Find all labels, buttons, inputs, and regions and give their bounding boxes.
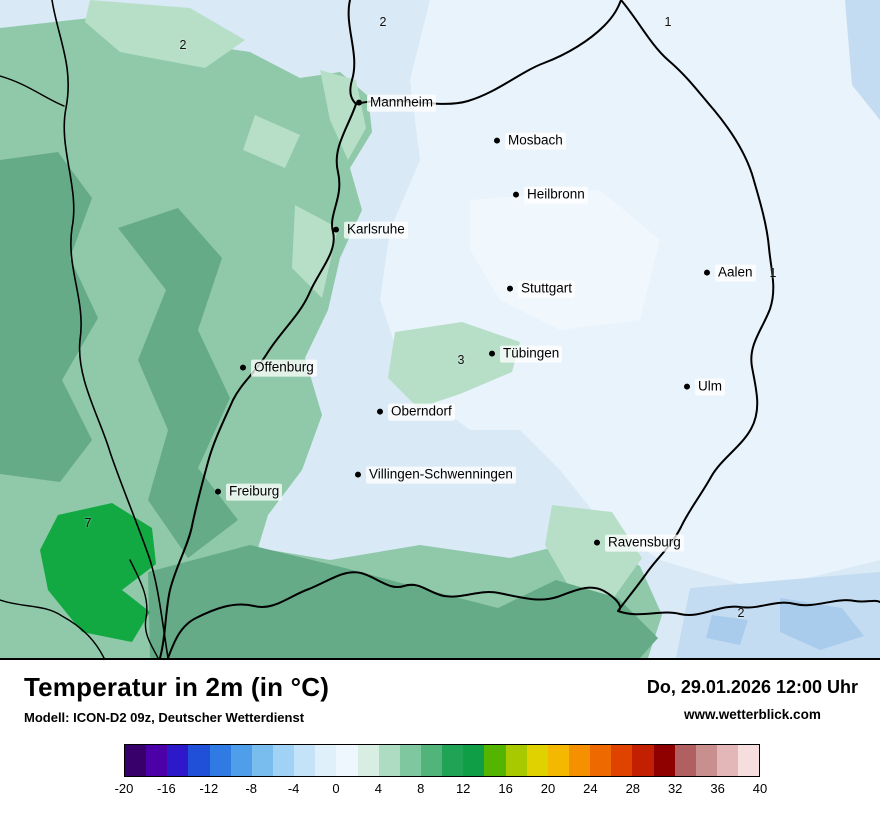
colorbar-tick-label: -4 — [287, 781, 300, 796]
title-row: Temperatur in 2m (in °C) Modell: ICON-D2… — [24, 672, 860, 725]
datetime-block: Do, 29.01.2026 12:00 Uhr www.wetterblick… — [647, 672, 860, 722]
colorbar-segment — [611, 745, 633, 776]
colorbar-segment — [695, 745, 717, 776]
colorbar-segment — [505, 745, 527, 776]
model-info: Modell: ICON-D2 09z, Deutscher Wetterdie… — [24, 710, 305, 725]
colorbar-tick-label: 24 — [583, 781, 598, 796]
colorbar-tick-label: 8 — [417, 781, 425, 796]
website-label: www.wetterblick.com — [684, 707, 821, 722]
temperature-scale: -20 -16 -12 -8 -4 0 4 8 12 16 20 24 28 32 36 40 — [115, 744, 768, 799]
colorbar-segment — [315, 745, 337, 776]
colorbar-segment — [653, 745, 675, 776]
map-area: Mannheim Mosbach Heilbronn Karlsruhe Stuttga… — [0, 0, 880, 660]
colorbar-segment — [125, 745, 147, 776]
colorbar-segment — [294, 745, 316, 776]
datetime-label: Do, 29.01.2026 12:00 Uhr — [646, 677, 858, 697]
colorbar-segment — [167, 745, 189, 776]
colorbar-segment — [674, 745, 696, 776]
colorbar-segment — [378, 745, 400, 776]
colorbar-tick-label: 40 — [752, 781, 768, 796]
region-temperature-value: 1 — [769, 266, 777, 280]
colorbar-segment — [526, 745, 548, 776]
colorbar-segment — [420, 745, 443, 776]
colorbar-tick-label: 4 — [374, 781, 383, 796]
colorbar-segment — [251, 745, 273, 776]
colorbar-segment — [484, 745, 506, 776]
title-block: Temperatur in 2m (in °C) Modell: ICON-D2… — [24, 672, 329, 725]
colorbar-tick-label: 0 — [332, 781, 340, 796]
footer: Temperatur in 2m (in °C) Modell: ICON-D2… — [0, 660, 880, 799]
region-temperature-value: 3 — [457, 353, 465, 367]
colorbar-tick-label: 20 — [540, 781, 556, 796]
colorbar-segment — [357, 745, 379, 776]
colorbar-segment — [272, 745, 295, 776]
colorbar-segment — [590, 745, 612, 776]
colorbar-segment — [336, 745, 358, 776]
colorbar-segment — [209, 745, 231, 776]
colorbar-tick-label: 12 — [455, 781, 471, 796]
colorbar-segment — [399, 745, 421, 776]
colorbar-tick-label: -16 — [156, 781, 176, 796]
colorbar-tick-label: 28 — [625, 781, 641, 796]
colorbar-segment — [568, 745, 591, 776]
colorbar-segment — [146, 745, 168, 776]
colorbar-segment — [442, 745, 464, 776]
colorbar-tick-label: -8 — [245, 781, 257, 796]
colorbar — [124, 744, 760, 777]
colorbar-segment — [547, 745, 569, 776]
colorbar-tick-label: -20 — [114, 781, 134, 796]
colorbar-tick-label: 36 — [710, 781, 725, 796]
colorbar-segment — [463, 745, 485, 776]
colorbar-segment — [738, 745, 760, 776]
colorbar-tick-label: 16 — [498, 781, 513, 796]
region-temperature-value: 7 — [84, 516, 92, 530]
colorbar-segment — [188, 745, 210, 776]
colorbar-ticks: -20 -16 -12 -8 -4 0 4 8 12 16 20 24 28 32 36 40 — [115, 781, 768, 799]
region-temperature-value: 2 — [179, 38, 187, 52]
region-temperature-value: 2 — [379, 15, 387, 29]
map-artwork — [0, 0, 880, 658]
colorbar-tick-label: 32 — [667, 781, 683, 796]
region-temperature-value: 1 — [664, 15, 672, 29]
colorbar-segment — [230, 745, 252, 776]
region-temperature-value: 2 — [737, 606, 745, 620]
colorbar-tick-label: -12 — [199, 781, 219, 796]
page-title: Temperatur in 2m (in °C) — [24, 672, 330, 702]
colorbar-segment — [632, 745, 654, 776]
colorbar-segment — [716, 745, 739, 776]
